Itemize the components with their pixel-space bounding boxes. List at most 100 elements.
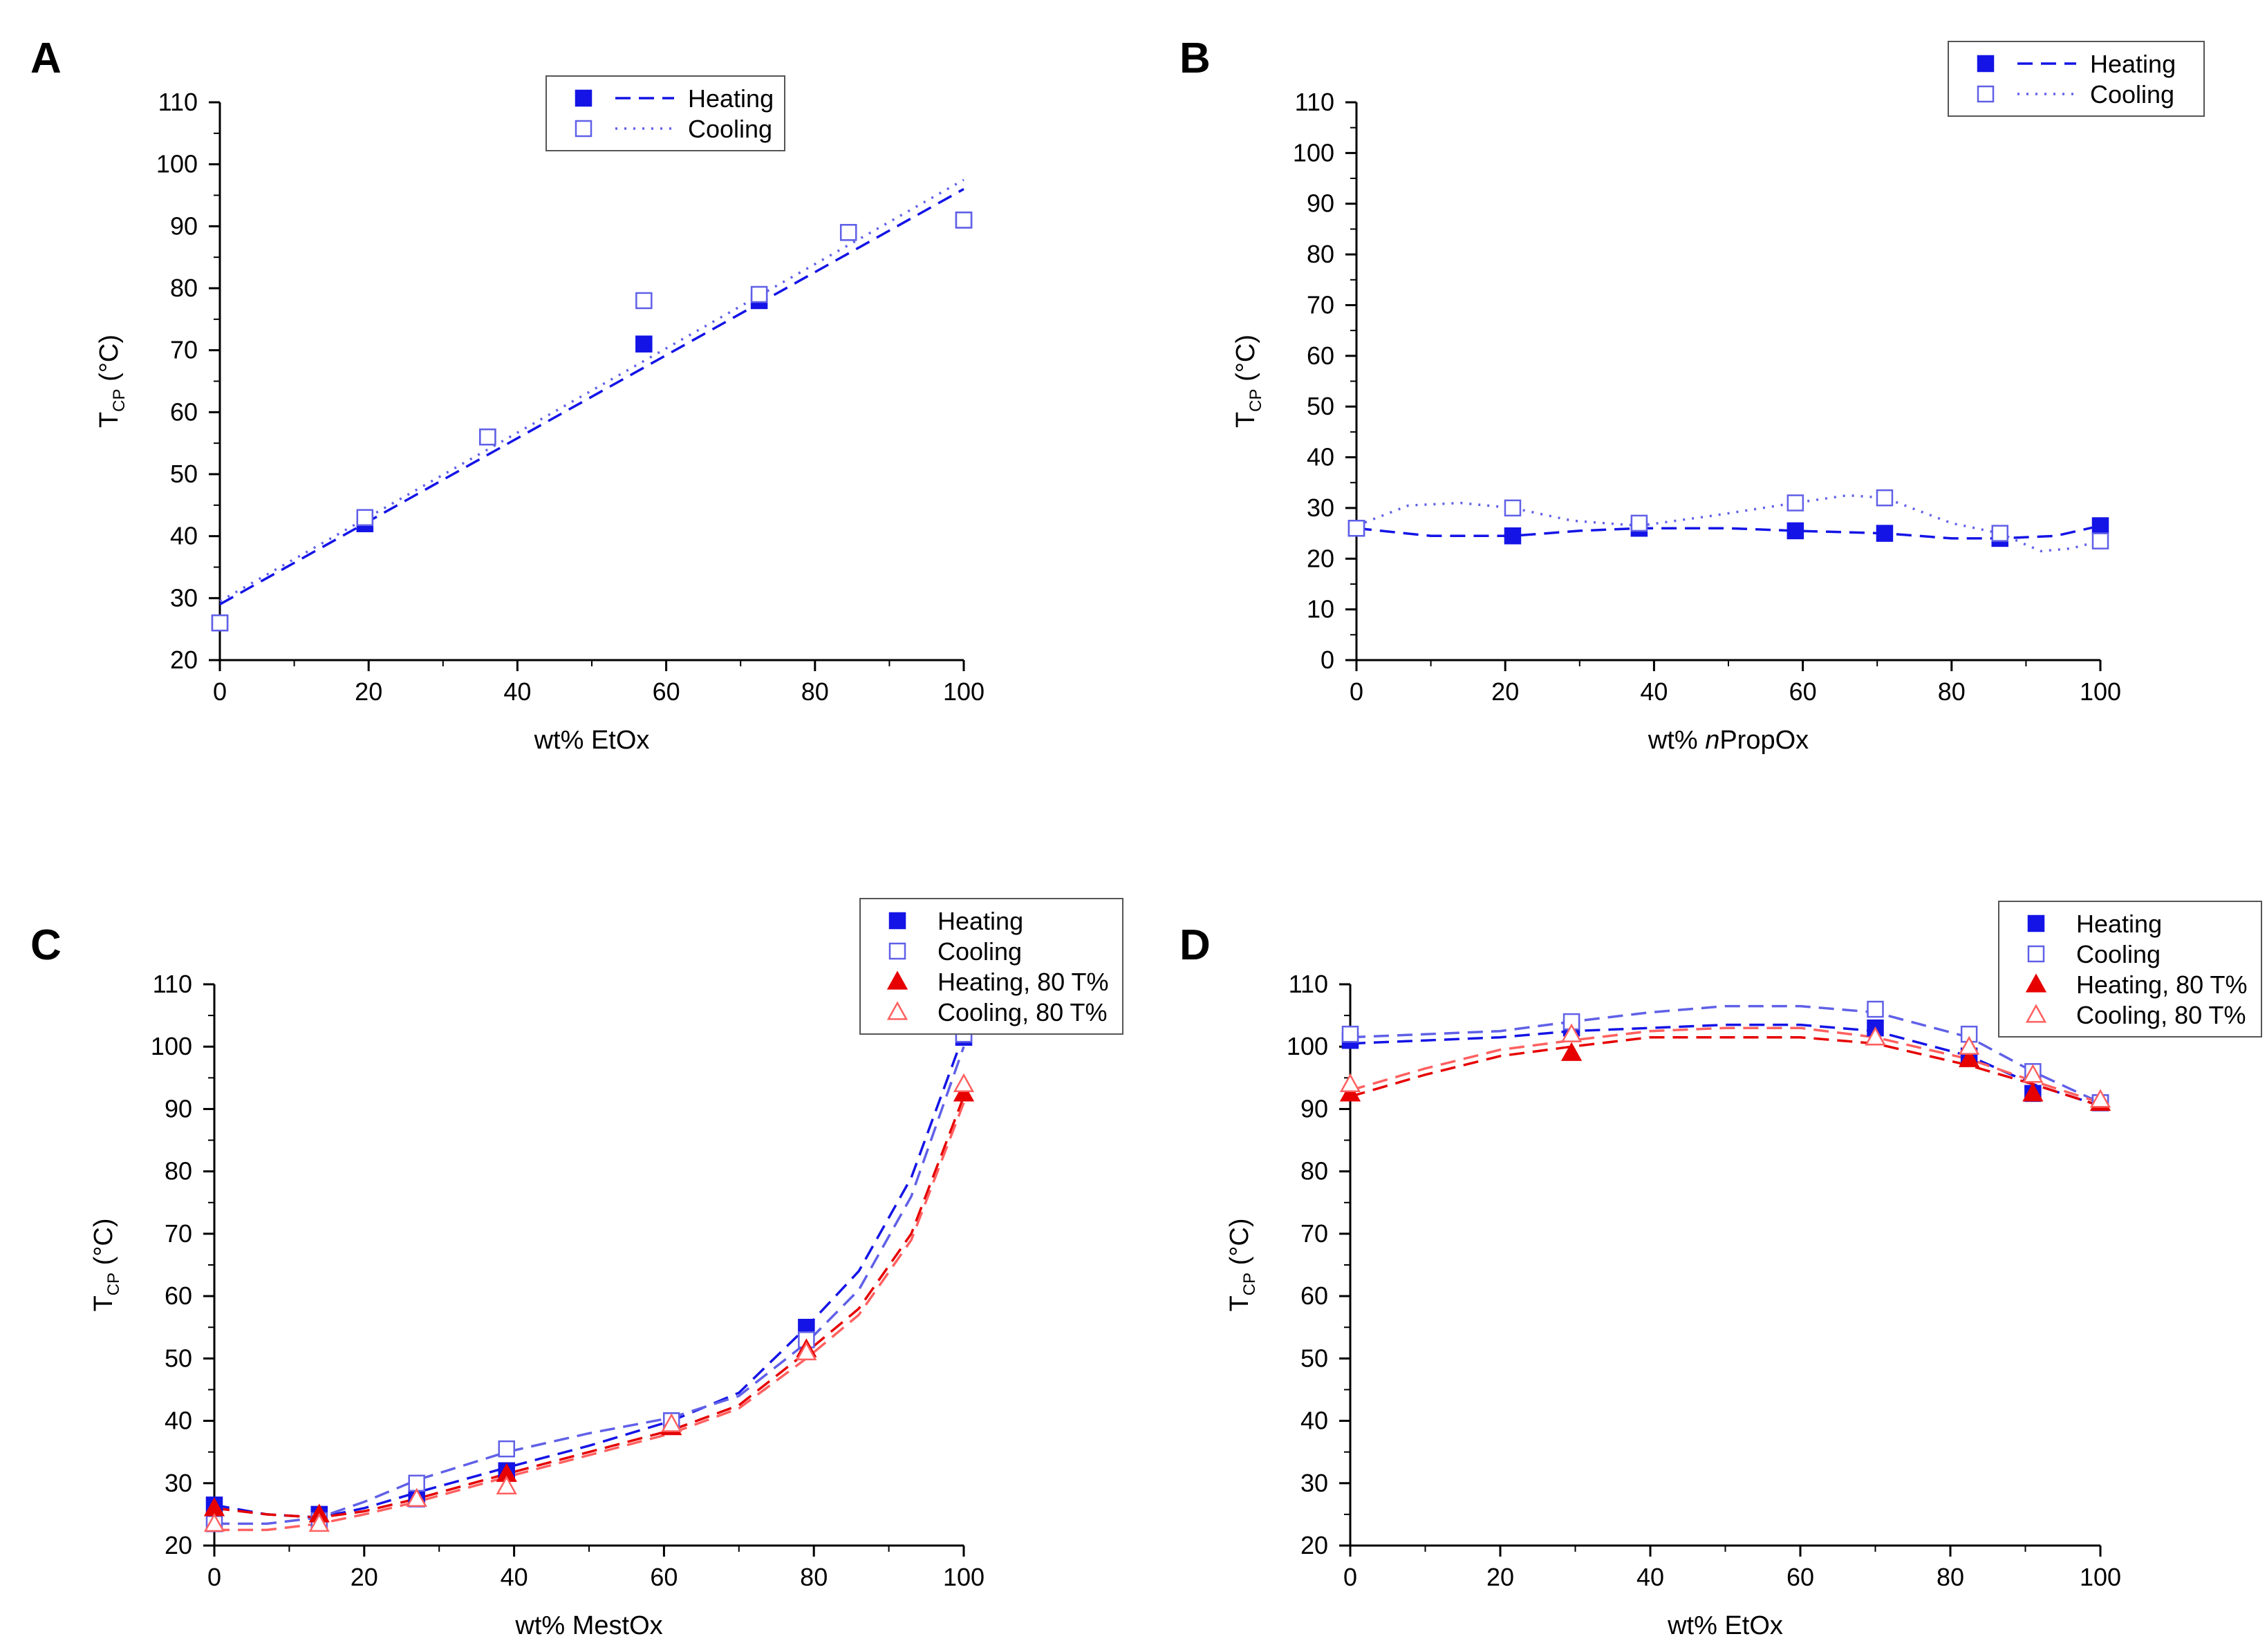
panel-c: C 0 20 40 60 80 100 20 30 40 50 60 70 80 90 100 110 wt% M… bbox=[30, 898, 1123, 1640]
y-axis-label-unit: (°C) bbox=[95, 335, 124, 389]
y-axis-label: TCP (°C) bbox=[95, 335, 129, 428]
y-axis-label: TCP (°C) bbox=[89, 1218, 123, 1311]
y-axis-label-unit: (°C) bbox=[1231, 335, 1260, 389]
x-axis-label-part: PropOx bbox=[1719, 726, 1809, 755]
data-point bbox=[796, 1341, 817, 1360]
y-tick-label: 50 bbox=[1300, 1344, 1328, 1372]
data-point bbox=[1865, 1026, 1886, 1046]
x-tick-label: 60 bbox=[650, 1563, 678, 1591]
y-axis-label-sub: CP bbox=[1240, 1273, 1259, 1295]
legend-label: Heating bbox=[2090, 50, 2176, 78]
y-tick-label: 100 bbox=[1293, 138, 1334, 167]
legend-label: Heating bbox=[688, 84, 774, 113]
y-tick-label: 90 bbox=[165, 1094, 192, 1123]
y-tick-label: 30 bbox=[165, 1469, 192, 1497]
data-point bbox=[1504, 527, 1522, 545]
panel-letter: B bbox=[1179, 35, 1211, 82]
data-point bbox=[2022, 1064, 2044, 1083]
x-tick-label: 0 bbox=[207, 1563, 221, 1591]
y-tick-label: 80 bbox=[165, 1157, 192, 1185]
legend-label: Heating bbox=[2076, 910, 2162, 938]
y-tick-label: 30 bbox=[170, 583, 198, 612]
data-point bbox=[635, 335, 653, 353]
x-tick-label: 40 bbox=[1636, 1563, 1664, 1591]
panel-letter: D bbox=[1179, 921, 1211, 969]
x-axis-label: wt% EtOx bbox=[534, 726, 650, 755]
legend-marker bbox=[886, 970, 908, 990]
y-tick-label: 90 bbox=[1300, 1094, 1328, 1123]
legend-marker bbox=[888, 942, 906, 960]
fit-line bbox=[1356, 524, 2101, 540]
y-axis-label: TCP (°C) bbox=[1225, 1218, 1259, 1311]
y-tick-label: 60 bbox=[1307, 341, 1334, 370]
data-point bbox=[308, 1512, 330, 1532]
data-point bbox=[955, 212, 973, 229]
y-tick-label: 40 bbox=[1300, 1407, 1328, 1435]
data-point bbox=[2091, 532, 2109, 550]
data-point bbox=[1786, 522, 1804, 540]
data-point bbox=[1630, 514, 1648, 532]
fit-line bbox=[1350, 1004, 2101, 1104]
y-tick-label: 0 bbox=[1321, 646, 1334, 674]
x-tick-label: 80 bbox=[1937, 1563, 1964, 1591]
legend-label: Cooling, 80 T% bbox=[2076, 1001, 2246, 1029]
legend-marker bbox=[886, 1001, 908, 1020]
y-axis-label-unit: (°C) bbox=[89, 1218, 118, 1273]
legend-marker bbox=[2027, 945, 2045, 963]
y-tick-label: 20 bbox=[170, 646, 198, 674]
x-tick-label: 20 bbox=[351, 1563, 378, 1591]
x-axis-label-part: wt% MestOx bbox=[514, 1611, 662, 1640]
legend-label: Cooling, 80 T% bbox=[937, 998, 1107, 1026]
data-point bbox=[1867, 1000, 1884, 1018]
legend-marker bbox=[1977, 85, 1995, 103]
y-tick-label: 70 bbox=[170, 336, 198, 364]
y-tick-label: 110 bbox=[1289, 970, 1328, 998]
x-tick-label: 20 bbox=[1486, 1563, 1514, 1591]
x-tick-label: 40 bbox=[501, 1563, 528, 1591]
x-tick-label: 40 bbox=[1640, 677, 1668, 706]
y-tick-label: 80 bbox=[170, 274, 198, 302]
y-axis-label-main: T bbox=[89, 1295, 118, 1311]
fit-line bbox=[219, 187, 964, 606]
y-tick-label: 110 bbox=[153, 970, 192, 998]
y-tick-label: 60 bbox=[1300, 1282, 1328, 1310]
legend-label: Heating bbox=[937, 907, 1023, 935]
legend-box bbox=[545, 75, 785, 151]
y-tick-label: 40 bbox=[170, 522, 198, 550]
data-point bbox=[1959, 1048, 1980, 1067]
y-axis-label-sub: CP bbox=[104, 1273, 123, 1295]
x-tick-label: 80 bbox=[1938, 677, 1966, 706]
legend-marker bbox=[2025, 973, 2047, 993]
y-tick-label: 30 bbox=[1300, 1469, 1328, 1497]
y-axis-label-main: T bbox=[1231, 412, 1260, 428]
data-point bbox=[1876, 525, 1894, 542]
y-tick-label: 50 bbox=[1307, 392, 1334, 420]
legend-marker bbox=[2025, 1004, 2047, 1023]
x-tick-label: 100 bbox=[943, 1563, 985, 1591]
data-point bbox=[1339, 1073, 1361, 1093]
data-point bbox=[1991, 525, 2008, 542]
x-axis-label: wt% EtOx bbox=[1667, 1611, 1783, 1640]
y-tick-label: 50 bbox=[170, 460, 198, 488]
data-point bbox=[953, 1082, 975, 1102]
panel-a: A 0 20 40 60 80 100 20 30 40 50 60 70 80 90 100 110 wt% E… bbox=[30, 35, 985, 755]
x-tick-label: 100 bbox=[2080, 1563, 2121, 1591]
data-point bbox=[356, 509, 374, 527]
data-point bbox=[496, 1475, 517, 1494]
x-tick-label: 20 bbox=[355, 677, 382, 706]
x-tick-label: 60 bbox=[1786, 1563, 1814, 1591]
data-point bbox=[2022, 1082, 2044, 1102]
y-tick-label: 60 bbox=[170, 397, 198, 426]
legend-label: Cooling bbox=[2076, 940, 2161, 968]
y-axis-label-main: T bbox=[95, 412, 124, 428]
legend-marker bbox=[575, 89, 593, 107]
data-point bbox=[1504, 499, 1522, 517]
fit-line bbox=[1356, 494, 2101, 553]
legend-marker bbox=[2027, 914, 2045, 932]
legend-label: Cooling bbox=[688, 115, 772, 143]
panel-letter: C bbox=[30, 921, 62, 969]
x-axis-label-part: wt% bbox=[1648, 726, 1705, 755]
panel-letter: A bbox=[30, 35, 62, 82]
y-tick-label: 90 bbox=[1307, 189, 1334, 218]
